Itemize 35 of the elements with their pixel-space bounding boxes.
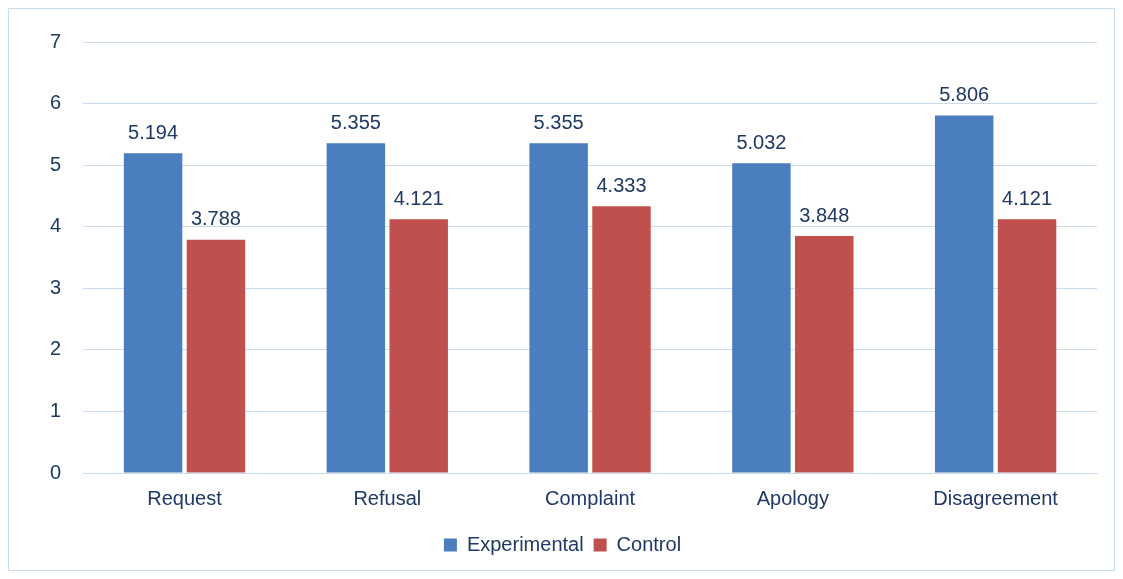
y-tick-label: 3: [50, 275, 62, 298]
bar: [326, 143, 386, 473]
y-tick-label: 7: [50, 29, 62, 52]
data-label: 3.788: [190, 207, 241, 230]
data-label: 5.806: [939, 83, 990, 106]
bar: [934, 115, 994, 473]
x-tick-label: Refusal: [353, 486, 422, 509]
x-tick-label: Disagreement: [933, 486, 1059, 509]
data-label: 3.848: [799, 203, 850, 226]
y-tick-label: 2: [50, 337, 62, 360]
data-label: 4.121: [393, 186, 444, 209]
bar: [997, 219, 1057, 473]
bar: [123, 153, 183, 473]
bar: [732, 163, 791, 473]
data-label: 5.355: [533, 110, 584, 133]
y-tick-label: 6: [50, 91, 62, 114]
y-tick-label: 1: [50, 398, 62, 421]
bar: [186, 239, 246, 473]
x-tick-label: Complaint: [545, 486, 636, 509]
data-label: 4.121: [1002, 186, 1053, 209]
x-tick-label: Request: [147, 486, 223, 509]
data-label: 5.355: [330, 110, 381, 133]
data-label: 5.032: [736, 130, 787, 153]
legend-label: Control: [616, 532, 682, 555]
bar: [389, 219, 448, 473]
bar: [795, 236, 854, 473]
x-tick-label: Apology: [756, 486, 829, 509]
bar: [529, 143, 588, 473]
data-label: 5.194: [128, 120, 179, 143]
y-tick-label: 5: [50, 152, 62, 175]
y-tick-label: 0: [50, 460, 62, 483]
y-tick-label: 4: [50, 214, 62, 237]
legend-label: Experimental: [466, 532, 584, 555]
bar: [592, 206, 651, 473]
data-label: 4.333: [596, 173, 647, 196]
